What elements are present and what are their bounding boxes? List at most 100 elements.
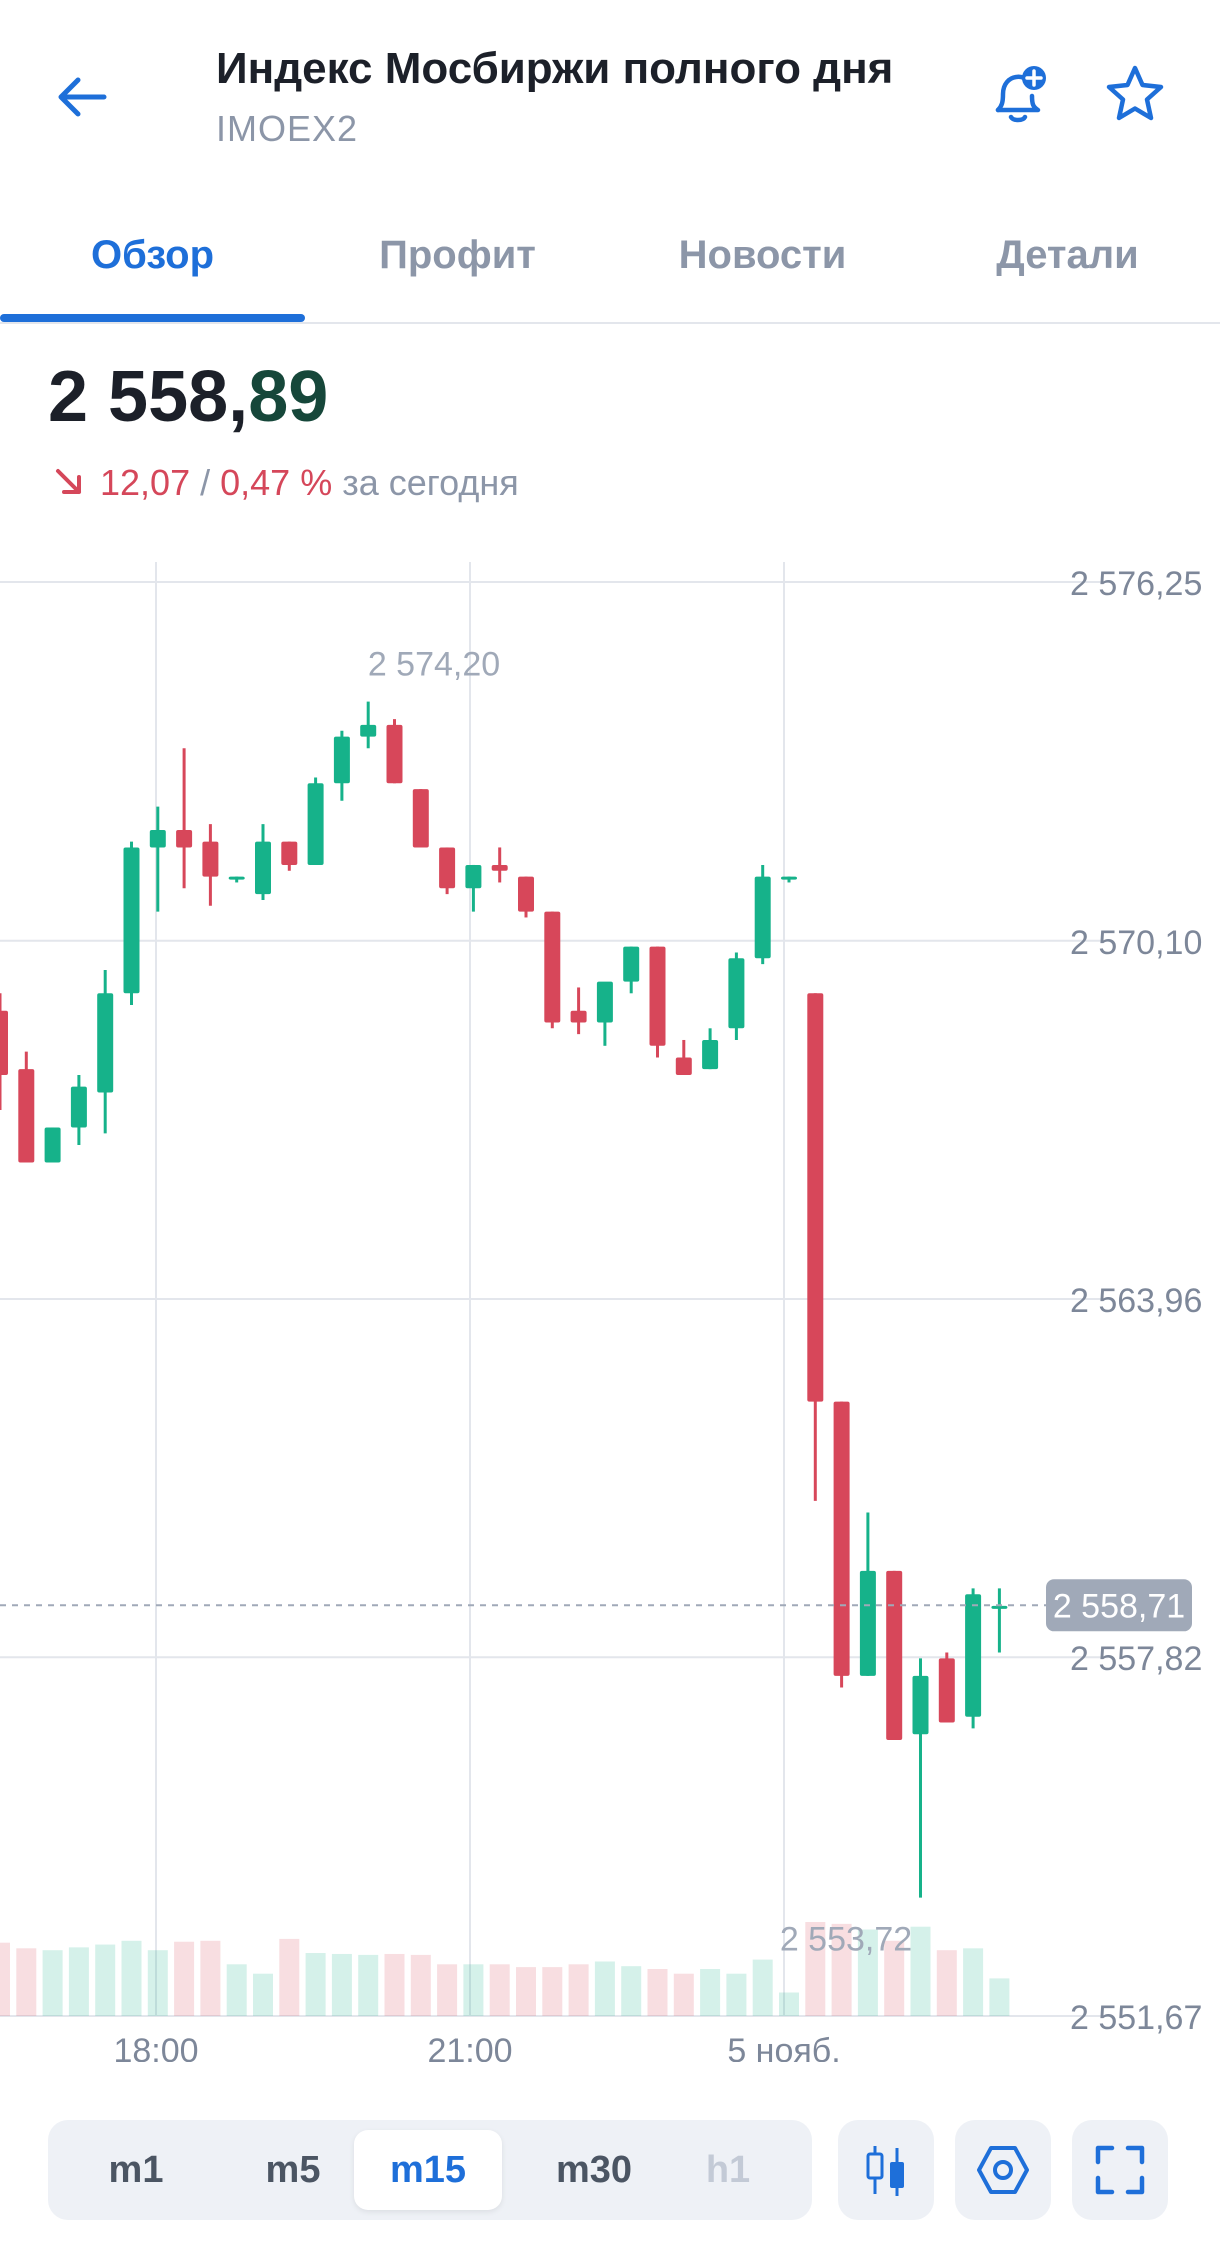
price-alert-button[interactable] <box>982 58 1054 130</box>
volume-bar <box>621 1966 642 2016</box>
change-percent: 0,47 % <box>220 462 333 503</box>
volume-bar <box>805 1922 826 2016</box>
volume-bar <box>226 1964 247 2016</box>
timeframe-m15[interactable]: m15 <box>354 2130 502 2210</box>
candle-body <box>991 1605 1008 1609</box>
candle-body <box>255 841 271 895</box>
candle-body <box>518 876 534 912</box>
candle-body <box>412 789 429 848</box>
volume-bar <box>42 1950 63 2016</box>
y-axis-label: 2 551,67 <box>1070 1999 1202 2037</box>
arrow-down-right-icon <box>56 469 81 494</box>
candlestick-chart[interactable]: 2 576,25 2 570,10 2 563,96 2 557,82 2 551,67… <box>0 562 1220 2070</box>
candle-body <box>70 1086 87 1128</box>
candlestick-icon <box>866 2146 904 2196</box>
x-axis-label: 5 нояб. <box>727 2032 840 2062</box>
volume-bar <box>910 1926 931 2016</box>
tab-details[interactable]: Детали <box>996 233 1139 277</box>
volume-bar <box>989 1978 1010 2016</box>
candle-body <box>702 1039 719 1070</box>
timeframe-m1[interactable]: m1 <box>108 2149 164 2191</box>
candle-body <box>649 946 666 1046</box>
candle-body <box>833 1401 850 1676</box>
candle-body <box>360 724 377 737</box>
volume-bar <box>647 1969 668 2016</box>
candle-body <box>439 847 456 889</box>
volume-bar <box>542 1967 563 2016</box>
candle-body <box>754 876 771 959</box>
arrow-left-icon <box>58 77 107 117</box>
app-header: Индекс Мосбиржи полного дня IMOEX2 <box>0 0 1220 190</box>
tab-profit[interactable]: Профит <box>379 233 536 277</box>
volume-bar <box>884 1940 905 2016</box>
candle-body <box>965 1594 982 1717</box>
candle-body <box>97 993 114 1093</box>
candle-body <box>202 841 219 877</box>
volume-bar <box>16 1948 37 2016</box>
volume-bar <box>253 1973 273 2016</box>
active-tab-indicator <box>0 314 305 322</box>
candle-body <box>149 829 166 848</box>
candle-body <box>728 958 745 1029</box>
volume-bar <box>779 1992 799 2016</box>
volume-bar <box>463 1964 484 2016</box>
current-price-badge-label: 2 558,71 <box>1053 1587 1185 1625</box>
candle-body <box>807 993 824 1402</box>
indicators-button[interactable] <box>955 2120 1051 2220</box>
volume-bar <box>516 1967 536 2016</box>
price-fraction: 89 <box>248 357 329 437</box>
hexagon-settings-icon <box>977 2146 1029 2194</box>
candle-body <box>859 1570 876 1676</box>
fullscreen-button[interactable] <box>1072 2120 1168 2220</box>
change-period: за сегодня <box>342 462 519 503</box>
volume-bar <box>489 1964 510 2016</box>
volume-bar <box>726 1973 747 2016</box>
tab-news[interactable]: Новости <box>678 233 847 277</box>
current-price-badge <box>1046 1579 1192 1632</box>
timeframe-h1: h1 <box>705 2149 751 2191</box>
price-integer: 2 558, <box>48 357 249 437</box>
candle-body <box>675 1057 692 1075</box>
timeframe-m5[interactable]: m5 <box>265 2149 321 2191</box>
timeframe-selector: m1 m5 m15 m30 h1 <box>48 2120 812 2220</box>
volume-bar <box>358 1954 379 2016</box>
candle-body <box>570 1010 587 1023</box>
candle-body <box>307 783 324 865</box>
candle-body <box>886 1570 903 1741</box>
chart-canvas[interactable]: 2 576,25 2 570,10 2 563,96 2 557,82 2 551,67… <box>0 562 1220 2070</box>
candle-body <box>0 1010 8 1075</box>
back-button[interactable] <box>48 62 118 132</box>
volume-bar <box>121 1940 142 2016</box>
volume-bar <box>279 1938 300 2016</box>
current-price: 2 558,89 <box>48 356 328 438</box>
y-axis-label: 2 563,96 <box>1070 1282 1202 1320</box>
candle-body <box>18 1069 35 1163</box>
chart-type-button[interactable] <box>838 2120 934 2220</box>
tab-overview[interactable]: Обзор <box>90 233 215 277</box>
candle-body <box>386 724 403 784</box>
section-tabs: Обзор Профит Новости Детали <box>0 210 1220 324</box>
candle-body <box>912 1675 929 1735</box>
volume-bar <box>568 1964 589 2016</box>
x-axis-label: 18:00 <box>113 2032 198 2062</box>
candle-body <box>333 736 350 784</box>
favorite-button[interactable] <box>1100 60 1170 130</box>
volume-bar <box>384 1953 405 2016</box>
timeframe-m30[interactable]: m30 <box>555 2149 633 2191</box>
high-price-label: 2 574,20 <box>368 646 500 684</box>
candle-body <box>544 911 561 1023</box>
candle-body <box>44 1127 61 1163</box>
volume-bar <box>331 1953 352 2016</box>
volume-bar <box>200 1940 221 2016</box>
change-absolute: 12,07 <box>100 462 191 503</box>
star-outline-icon <box>1106 65 1164 121</box>
candle-body <box>491 864 508 871</box>
volume-bar <box>147 1950 168 2016</box>
volume-bar <box>963 1948 984 2016</box>
volume-bar <box>831 1923 852 2016</box>
candle-body <box>176 829 193 848</box>
volume-bar <box>936 1950 957 2016</box>
volume-bar <box>0 1942 10 2016</box>
volume-bar <box>700 1969 721 2016</box>
candle-body <box>465 864 482 889</box>
